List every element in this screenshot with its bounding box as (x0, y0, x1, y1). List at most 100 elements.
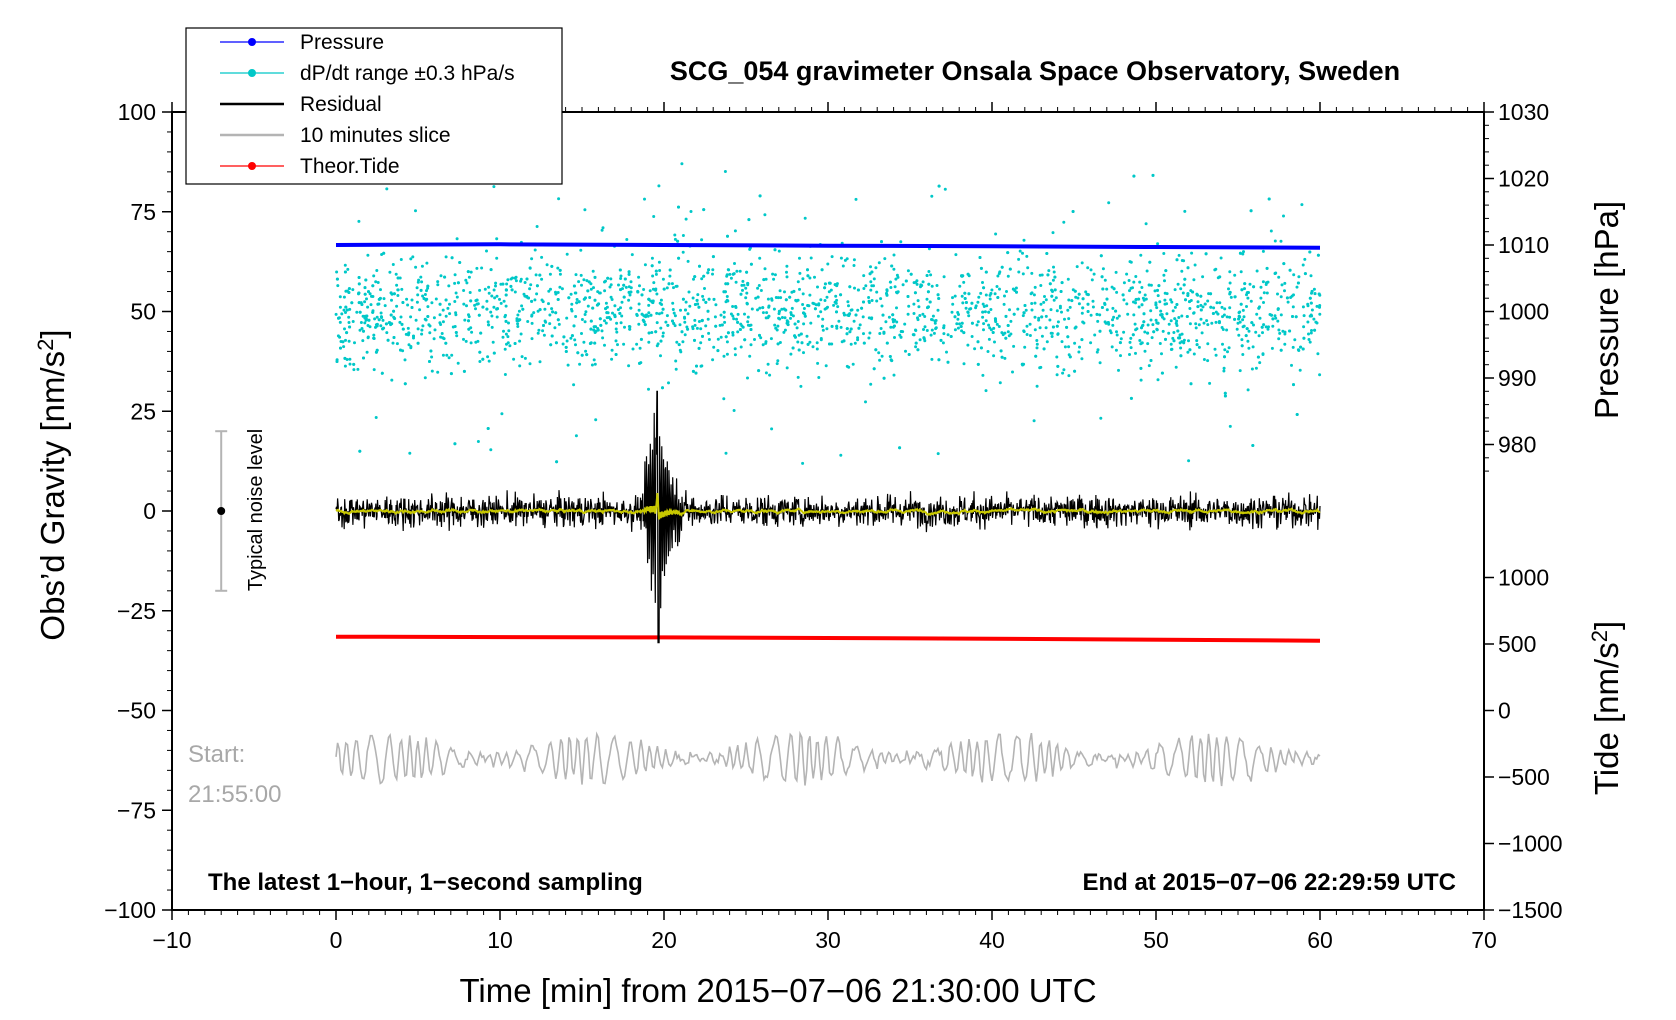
dpdt-point (366, 305, 370, 309)
dpdt-point (439, 335, 443, 339)
dpdt-point (849, 342, 853, 346)
dpdt-point (798, 287, 801, 291)
dpdt-point (1139, 253, 1143, 257)
dpdt-point (1033, 315, 1037, 319)
dpdt-point (1201, 305, 1205, 309)
dpdt-point (770, 298, 774, 302)
dpdt-point (1280, 283, 1284, 287)
dpdt-point (444, 255, 448, 259)
dpdt-point (1122, 281, 1126, 285)
dpdt-point (1188, 300, 1191, 304)
dpdt-point (707, 338, 711, 341)
dpdt-point (1066, 308, 1070, 312)
dpdt-point (1273, 272, 1277, 275)
dpdt-point (738, 269, 742, 273)
dpdt-point (541, 329, 545, 333)
dpdt-point (436, 280, 440, 284)
dpdt-point (813, 307, 817, 311)
dpdt-point (600, 329, 604, 333)
dpdt-point (829, 288, 833, 292)
dpdt-point (930, 318, 933, 321)
dpdt-point (450, 256, 454, 260)
dpdt-point (927, 270, 931, 273)
dpdt-point (1067, 298, 1071, 302)
dpdt-point (816, 285, 819, 289)
dpdt-point (1201, 275, 1205, 279)
dpdt-point (659, 339, 663, 343)
dpdt-point (1114, 348, 1118, 352)
noise-level-label: Typical noise level (245, 429, 267, 591)
dpdt-point (506, 335, 510, 339)
left-axis-title-sup: 2 (33, 339, 58, 351)
dpdt-point (1012, 312, 1016, 316)
dpdt-point (903, 322, 907, 326)
dpdt-point (1142, 320, 1146, 324)
dpdt-point (1257, 306, 1261, 310)
dpdt-point (998, 287, 1001, 291)
dpdt-point (1077, 350, 1081, 354)
dpdt-point (1021, 314, 1025, 318)
dpdt-point (1121, 293, 1125, 297)
dpdt-point (430, 369, 434, 373)
dpdt-point (686, 259, 690, 263)
residual-line (335, 390, 1321, 644)
dpdt-point (725, 340, 729, 344)
dpdt-point (1279, 348, 1283, 352)
dpdt-point (1233, 273, 1237, 277)
dpdt-point (408, 451, 412, 455)
dpdt-point (371, 310, 375, 314)
dpdt-point (1156, 321, 1160, 325)
dpdt-point (603, 289, 607, 293)
dpdt-point (777, 249, 781, 253)
dpdt-point (1261, 280, 1265, 284)
dpdt-point (1092, 272, 1096, 276)
dpdt-point (798, 256, 801, 260)
dpdt-point (593, 298, 597, 302)
dpdt-point (962, 280, 966, 284)
dpdt-point (366, 253, 370, 257)
dpdt-point (693, 338, 696, 342)
dpdt-point (976, 340, 980, 344)
dpdt-point (1039, 365, 1043, 369)
dpdt-point (733, 229, 737, 233)
dpdt-point (553, 326, 557, 330)
dpdt-point (703, 287, 706, 290)
dpdt-point (977, 295, 981, 299)
dpdt-point (1162, 317, 1166, 321)
dpdt-point (658, 269, 662, 272)
dpdt-point (414, 265, 418, 269)
dpdt-point (1182, 341, 1186, 345)
dpdt-point (1292, 383, 1295, 387)
dpdt-point (430, 355, 434, 359)
dpdt-point (1063, 317, 1066, 321)
dpdt-point (558, 268, 562, 272)
dpdt-point (942, 326, 946, 330)
dpdt-point (537, 328, 541, 332)
dpdt-point (745, 291, 749, 295)
dpdt-point (795, 326, 799, 330)
dpdt-point (1096, 319, 1100, 323)
dpdt-point (746, 323, 750, 327)
dpdt-point (558, 285, 562, 289)
dpdt-point (1204, 252, 1208, 256)
dpdt-point (637, 275, 641, 279)
dpdt-point (492, 185, 496, 189)
dpdt-point (579, 273, 583, 277)
dpdt-point (799, 384, 803, 388)
dpdt-point (1187, 339, 1190, 343)
x-tick-label: 30 (815, 927, 841, 953)
dpdt-point (338, 320, 342, 324)
dpdt-point (1302, 336, 1306, 340)
dpdt-point (542, 324, 545, 327)
dpdt-point (635, 313, 639, 317)
dpdt-point (380, 371, 384, 375)
dpdt-point (964, 301, 968, 304)
dpdt-point (473, 303, 477, 307)
dpdt-point (650, 264, 654, 268)
dpdt-point (700, 277, 704, 281)
dpdt-point (1291, 345, 1295, 349)
dpdt-point (444, 298, 448, 302)
dpdt-point (1062, 220, 1066, 224)
dpdt-point (681, 234, 685, 237)
dpdt-point (1286, 300, 1290, 304)
